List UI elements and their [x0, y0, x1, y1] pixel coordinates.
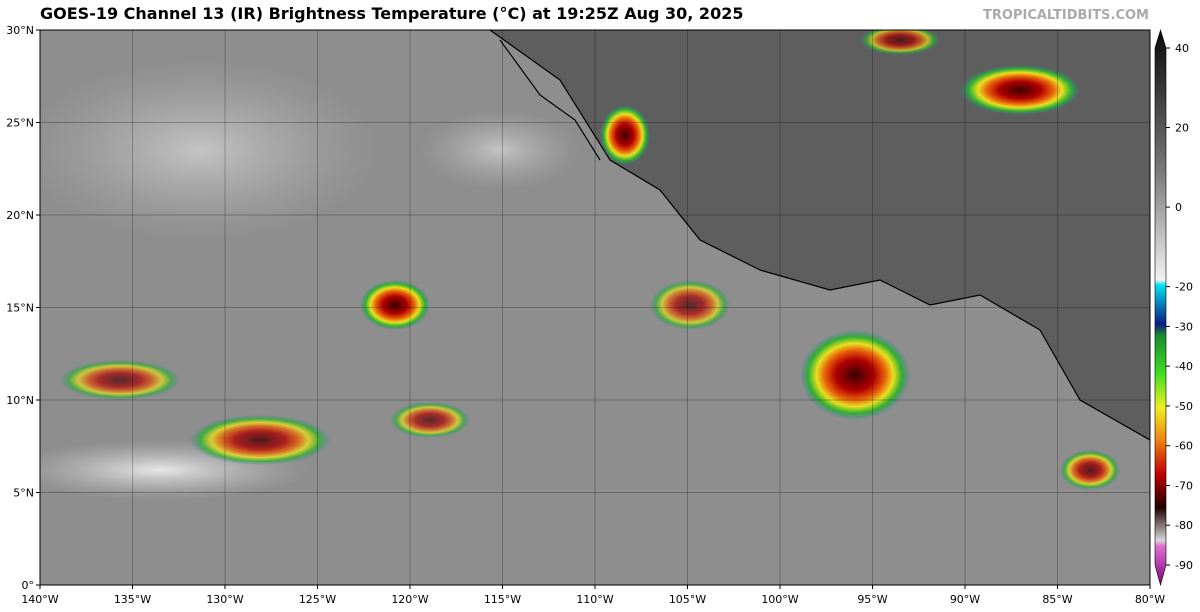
- lon-label: 80°W: [1135, 593, 1165, 606]
- colorbar: [1154, 28, 1167, 587]
- lat-label: 10°N: [6, 394, 34, 407]
- lat-label: 30°N: [6, 24, 34, 37]
- colorbar-tick-label: -90: [1175, 559, 1193, 572]
- lon-label: 95°W: [857, 593, 887, 606]
- lat-label: 5°N: [13, 487, 34, 500]
- baja: [499, 39, 601, 161]
- land: [490, 30, 1150, 440]
- lon-label: 140°W: [21, 593, 58, 606]
- credit: TROPICALTIDBITS.COM: [983, 8, 1149, 23]
- colorbar-tick-label: 0: [1175, 201, 1182, 214]
- title: GOES-19 Channel 13 (IR) Brightness Tempe…: [40, 4, 743, 23]
- colorbar-tick-label: -80: [1175, 519, 1193, 532]
- colorbar-tick-label: -70: [1175, 479, 1193, 492]
- colorbar-tick-label: -30: [1175, 320, 1193, 333]
- colorbar-tick-label: 20: [1175, 122, 1189, 135]
- colorbar-tick-label: 40: [1175, 42, 1189, 55]
- lon-label: 115°W: [484, 593, 521, 606]
- lon-label: 90°W: [950, 593, 980, 606]
- colorbar-tick-label: -50: [1175, 400, 1193, 413]
- lon-label: 120°W: [391, 593, 428, 606]
- lat-label: 15°N: [6, 302, 34, 315]
- map: [40, 30, 1150, 585]
- lon-label: 135°W: [114, 593, 151, 606]
- coastline: [489, 30, 1150, 441]
- colorbar-tick-label: -60: [1175, 440, 1193, 453]
- lon-label: 105°W: [669, 593, 706, 606]
- lon-label: 125°W: [299, 593, 336, 606]
- lon-label: 100°W: [761, 593, 798, 606]
- colorbar-tick-label: -40: [1175, 360, 1193, 373]
- colorbar-tick-label: -20: [1175, 281, 1193, 294]
- lon-label: 130°W: [206, 593, 243, 606]
- lat-label: 0°: [22, 579, 35, 592]
- lat-label: 20°N: [6, 209, 34, 222]
- lon-label: 110°W: [576, 593, 613, 606]
- lat-label: 25°N: [6, 117, 34, 130]
- lon-label: 85°W: [1042, 593, 1072, 606]
